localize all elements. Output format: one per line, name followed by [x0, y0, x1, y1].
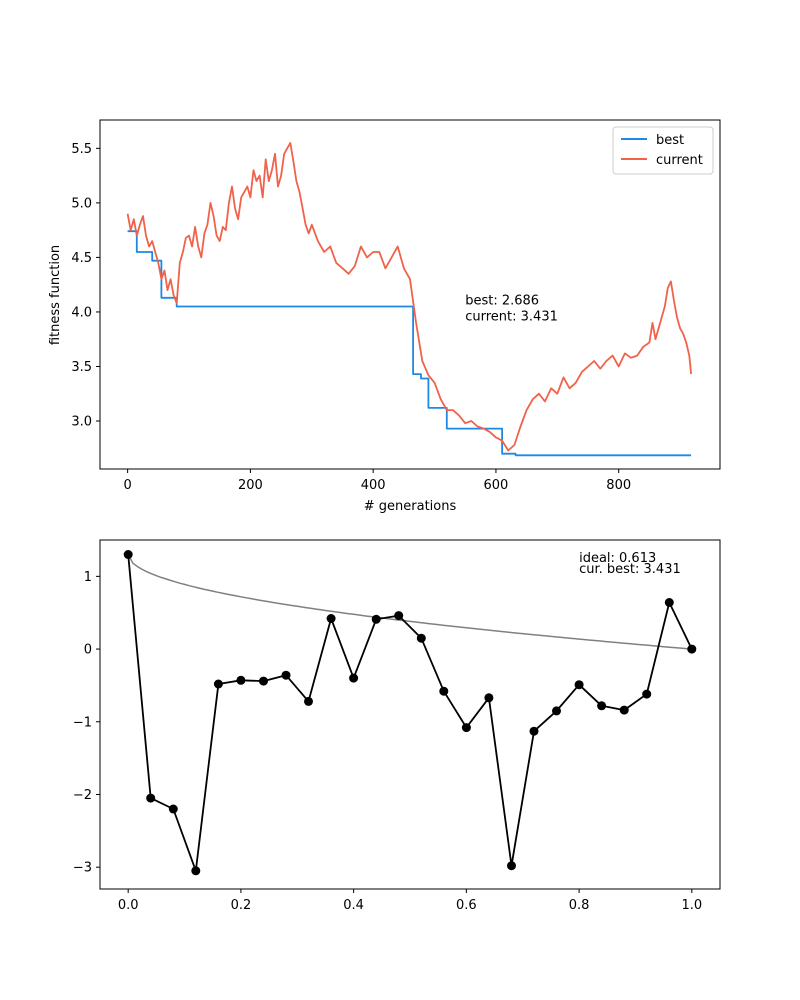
- solution-point: [168, 804, 178, 814]
- fitness-ytick-label: 5.5: [71, 142, 92, 157]
- fitness-ytick-label: 4.0: [71, 305, 92, 320]
- solution-xtick-label: 0.4: [343, 898, 364, 913]
- solution-chart-marks: [123, 550, 697, 876]
- solution-point: [642, 689, 652, 699]
- solution-point: [664, 598, 674, 607]
- solution-point: [597, 701, 607, 711]
- solution-series-ideal-line: [127, 554, 692, 650]
- fitness-ytick-label: 4.5: [71, 251, 92, 266]
- solution-ytick-label: −3: [73, 861, 92, 876]
- solution-xtick-label: 0.0: [118, 898, 139, 913]
- solution-xtick-label: 1.0: [681, 898, 702, 913]
- solution-point: [394, 611, 404, 621]
- fitness-xtick-label: 200: [238, 478, 263, 493]
- solution-point: [191, 866, 201, 876]
- solution-ytick-label: −2: [73, 788, 92, 803]
- solution-point: [259, 676, 268, 686]
- fitness-chart-marks: [126, 141, 692, 457]
- fitness-series-current-line: [126, 141, 692, 452]
- solution-point: [281, 670, 291, 680]
- fitness-series-best-line: [127, 230, 692, 457]
- solution-annotation-line: cur. best: 3.431: [579, 562, 681, 577]
- fitness-ytick-label: 3.0: [71, 415, 92, 430]
- fitness-xtick-label: 600: [484, 478, 509, 493]
- solution-point: [304, 696, 313, 706]
- solution-point: [326, 614, 336, 623]
- solution-point: [371, 614, 381, 624]
- solution-point: [349, 673, 359, 683]
- solution-ytick-label: −1: [73, 715, 92, 730]
- solution-point: [213, 679, 223, 689]
- fitness-annotation-line: current: 3.431: [465, 309, 558, 324]
- fitness-chart-frame: [99, 119, 721, 470]
- solution-point: [484, 693, 494, 703]
- solution-xtick-label: 0.8: [569, 898, 590, 913]
- solution-chart-frame: [99, 539, 721, 890]
- fitness-xtick-label: 400: [361, 478, 386, 493]
- solution-point: [574, 680, 584, 690]
- solution-xtick-label: 0.2: [231, 898, 252, 913]
- solution-point: [236, 675, 246, 685]
- fitness-chart: 0 200 400 600 800 3.0 3.5 4.0 4.5 5.0 5.5 # genera…: [48, 119, 721, 514]
- solution-point: [439, 686, 449, 696]
- legend-label-current: current: [656, 153, 703, 168]
- fitness-xtick-label: 800: [606, 478, 631, 493]
- solution-chart: 0.0 0.2 0.4 0.6 0.8 1.0 −3 −2 −1 0 1 ideal: 0.613c…: [73, 539, 721, 913]
- solution-ytick-label: 0: [84, 643, 92, 658]
- fitness-chart-ticks: 0 200 400 600 800 3.0 3.5 4.0 4.5 5.0 5.5: [71, 142, 631, 493]
- solution-annotation-line: ideal: 0.613: [579, 551, 656, 566]
- fitness-annotation-line: best: 2.686: [465, 293, 539, 308]
- solution-ytick-label: 1: [84, 570, 92, 585]
- solution-point: [619, 705, 629, 715]
- solution-point: [552, 706, 561, 716]
- solution-point: [146, 793, 156, 803]
- fitness-ytick-label: 5.0: [71, 196, 92, 211]
- solution-point: [529, 726, 539, 736]
- fitness-chart-ylabel: fitness function: [48, 245, 63, 345]
- fitness-chart-xlabel: # generations: [364, 499, 457, 514]
- legend-label-best: best: [656, 133, 684, 148]
- fitness-xtick-label: 0: [123, 478, 131, 493]
- solution-point: [461, 723, 471, 733]
- solution-point: [416, 633, 426, 643]
- fitness-ytick-label: 3.5: [71, 360, 92, 375]
- solution-xtick-label: 0.6: [456, 898, 477, 913]
- solution-point: [123, 550, 133, 559]
- fitness-chart-legend: best current: [612, 126, 714, 175]
- solution-chart-ticks: 0.0 0.2 0.4 0.6 0.8 1.0 −3 −2 −1 0 1: [73, 570, 702, 913]
- solution-point: [507, 861, 516, 871]
- solution-point: [687, 644, 697, 654]
